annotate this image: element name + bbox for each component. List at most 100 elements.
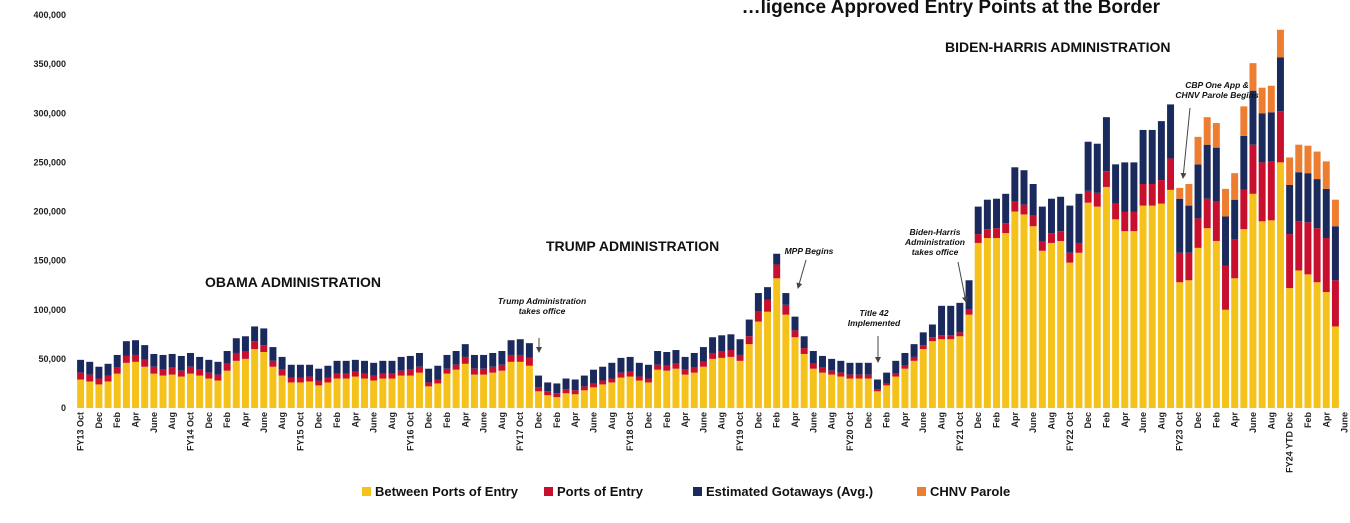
bar-segment-estimated-gotaways-avg [86,361,94,375]
bar-segment-ports-of-entry [672,363,680,369]
bar-segment-between-ports-of-entry [690,372,698,408]
era-label: TRUMP ADMINISTRATION [546,238,719,254]
bar-segment-ports-of-entry [159,369,167,376]
bar-segment-between-ports-of-entry [800,353,808,408]
bar-segment-estimated-gotaways-avg [635,362,643,377]
bar-segment-ports-of-entry [773,264,781,279]
x-tick-label: Dec [1193,412,1203,429]
bar-segment-ports-of-entry [883,383,891,386]
annotation: Biden-Harris Administration takes office [904,227,965,257]
bar-segment-estimated-gotaways-avg [379,360,387,374]
bar-segment-between-ports-of-entry [864,378,872,408]
bar-segment-estimated-gotaways-avg [809,351,817,364]
x-tick-label: Apr [1230,412,1240,428]
annotation: Title 42 Implemented [848,308,901,328]
x-tick-label: Aug [937,412,947,430]
bar-segment-between-ports-of-entry [132,361,140,408]
bar-segment-ports-of-entry [196,369,204,376]
bar-segment-chnv-parole [1258,87,1266,114]
bar-segment-ports-of-entry [718,351,726,358]
bar-segment-ports-of-entry [1102,171,1110,187]
bar-segment-ports-of-entry [580,386,588,391]
bar-segment-estimated-gotaways-avg [1304,173,1312,223]
bar-segment-estimated-gotaways-avg [122,341,130,356]
x-tick-label: Apr [240,412,250,428]
bar-segment-between-ports-of-entry [938,339,946,408]
bar-segment-between-ports-of-entry [241,358,249,409]
bar-segment-ports-of-entry [644,378,652,383]
bar-segment-between-ports-of-entry [1066,262,1074,408]
bar-segment-ports-of-entry [1148,183,1156,206]
bar-segment-estimated-gotaways-avg [470,354,478,369]
bar-segment-ports-of-entry [95,378,103,385]
x-tick-label: FY23 Oct [1175,412,1185,451]
x-tick-label: FY19 Oct [735,412,745,451]
bar-segment-ports-of-entry [269,360,277,367]
bar-segment-between-ports-of-entry [1267,220,1275,408]
bar-segment-estimated-gotaways-avg [1240,135,1248,190]
bar-segment-ports-of-entry [1322,238,1330,293]
bar-segment-between-ports-of-entry [791,337,799,408]
bar-segment-ports-of-entry [1130,211,1138,232]
bar-segment-ports-of-entry [452,364,460,370]
bar-segment-ports-of-entry [1222,265,1229,310]
bar-segment-ports-of-entry [544,391,552,396]
bar-segment-ports-of-entry [1304,222,1312,275]
bar-segment-estimated-gotaways-avg [855,362,863,375]
x-tick-label: Feb [1101,412,1111,429]
bar-segment-ports-of-entry [113,367,121,374]
bar-segment-between-ports-of-entry [819,372,826,408]
bar-segment-ports-of-entry [1075,242,1083,253]
bar-segment-between-ports-of-entry [388,378,396,408]
x-tick-label: Dec [644,412,654,429]
bar-segment-estimated-gotaways-avg [1249,90,1257,145]
bar-segment-estimated-gotaways-avg [709,337,717,353]
x-tick-label: FY14 Oct [186,412,196,451]
bar-segment-estimated-gotaways-avg [819,355,826,368]
bar-segment-between-ports-of-entry [1057,240,1065,408]
bar-segment-estimated-gotaways-avg [571,379,579,391]
bar-segment-ports-of-entry [214,374,222,381]
bar-segment-estimated-gotaways-avg [278,356,286,370]
bar-segment-estimated-gotaways-avg [461,344,469,357]
bar-segment-between-ports-of-entry [1130,231,1138,408]
bar-segment-between-ports-of-entry [434,383,442,408]
x-tick-label: Dec [534,412,544,429]
bar-segment-estimated-gotaways-avg [342,360,350,374]
bar-segment-estimated-gotaways-avg [141,345,149,360]
bar-segment-estimated-gotaways-avg [1011,167,1019,202]
bar-segment-ports-of-entry [516,354,524,362]
y-tick-label: 0 [61,403,66,413]
bar-segment-between-ports-of-entry [260,352,268,408]
bar-segment-ports-of-entry [223,363,231,371]
bar-segment-ports-of-entry [141,359,149,367]
bar-segment-ports-of-entry [498,364,506,371]
annotation-arrow [957,261,968,303]
bar-segment-between-ports-of-entry [1295,270,1303,408]
bar-segment-ports-of-entry [626,371,634,377]
bar-segment-between-ports-of-entry [571,394,579,408]
bar-segment-between-ports-of-entry [1148,205,1156,408]
bar-segment-between-ports-of-entry [626,376,634,408]
x-tick-label: FY16 Oct [405,412,415,451]
bar-segment-ports-of-entry [901,365,909,369]
x-tick-label: FY21 Oct [955,412,965,451]
bar-segment-between-ports-of-entry [187,373,194,408]
bar-segment-estimated-gotaways-avg [315,368,323,381]
bar-segment-estimated-gotaways-avg [599,366,607,381]
bar-segment-between-ports-of-entry [361,378,368,408]
bar-segment-between-ports-of-entry [1084,202,1092,408]
bar-segment-estimated-gotaways-avg [947,305,955,336]
bar-segment-estimated-gotaways-avg [580,375,588,387]
bar-segment-ports-of-entry [187,366,194,374]
x-tick-label: June [918,412,928,433]
bar-segment-between-ports-of-entry [525,365,533,408]
bar-segment-between-ports-of-entry [1203,228,1211,408]
bar-segment-chnv-parole [1331,199,1339,227]
bar-segment-between-ports-of-entry [809,368,817,408]
bar-segment-estimated-gotaways-avg [837,360,845,373]
x-tick-label: Dec [753,412,763,429]
bar-segment-ports-of-entry [864,374,872,379]
bar-segment-estimated-gotaways-avg [754,293,762,312]
